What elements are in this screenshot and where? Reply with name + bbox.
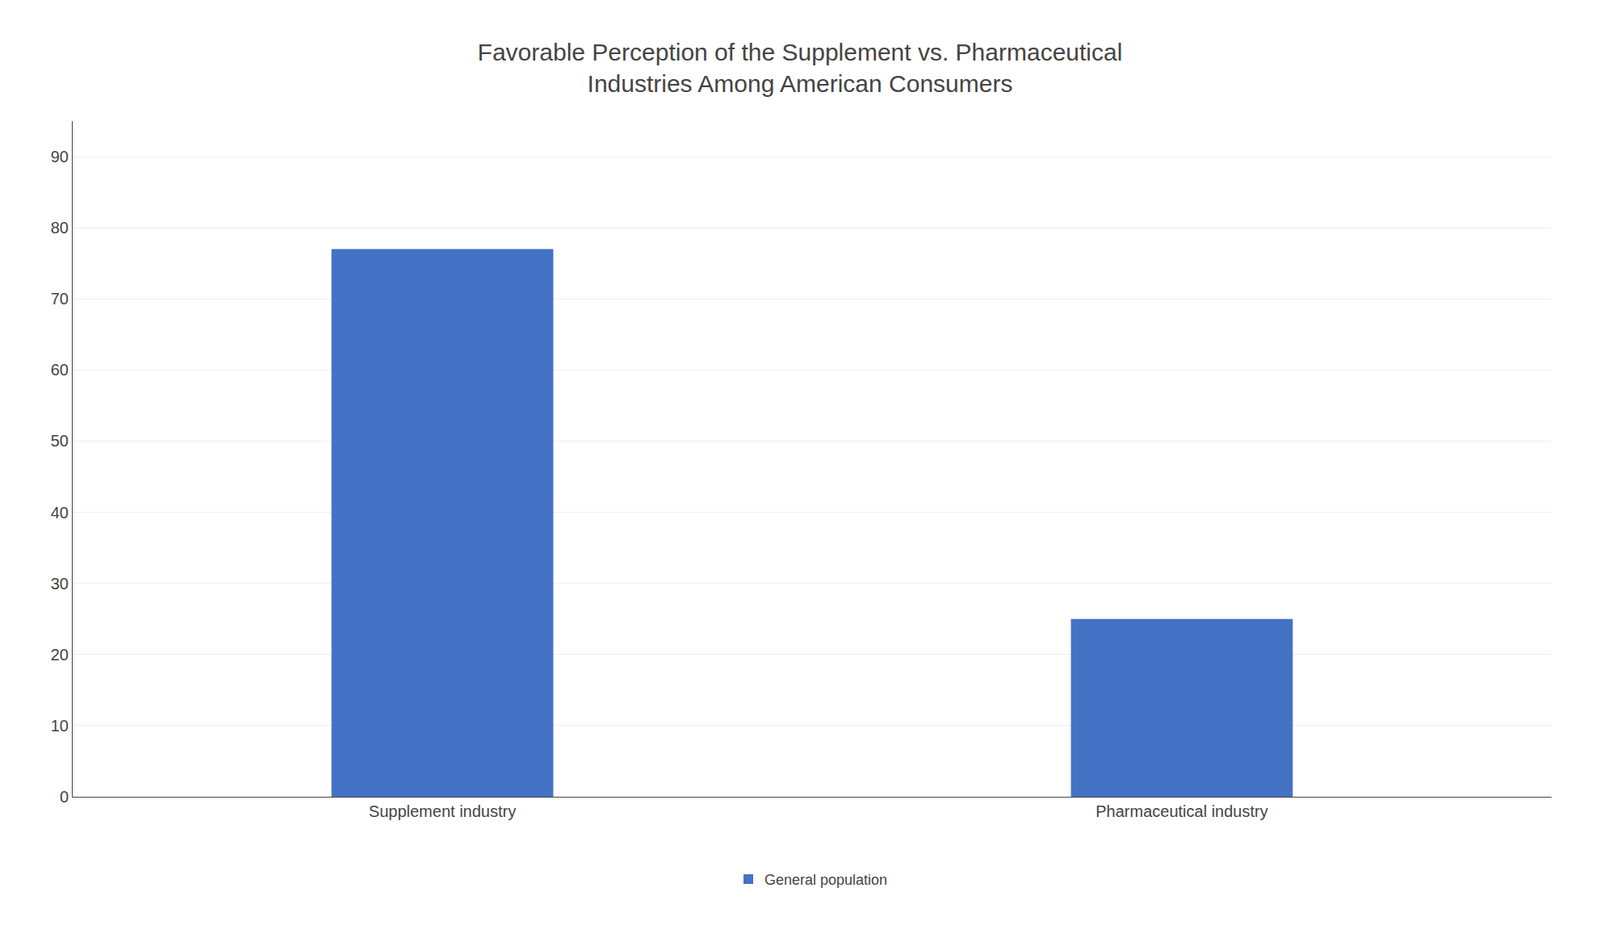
svg-text:20: 20 bbox=[50, 645, 69, 664]
svg-text:40: 40 bbox=[50, 503, 69, 522]
svg-text:Supplement industry: Supplement industry bbox=[368, 802, 516, 821]
svg-text:Pharmaceutical industry: Pharmaceutical industry bbox=[1095, 802, 1268, 821]
svg-text:Favorable Perception of the Su: Favorable Perception of the Supplement v… bbox=[477, 38, 1123, 97]
svg-text:90: 90 bbox=[50, 147, 69, 166]
svg-text:60: 60 bbox=[50, 360, 69, 379]
svg-text:70: 70 bbox=[50, 289, 69, 308]
svg-text:80: 80 bbox=[50, 218, 69, 237]
svg-text:10: 10 bbox=[50, 716, 69, 735]
svg-text:General population: General population bbox=[764, 871, 888, 888]
svg-text:0: 0 bbox=[59, 787, 69, 806]
svg-text:50: 50 bbox=[50, 431, 69, 450]
svg-text:30: 30 bbox=[50, 574, 69, 593]
